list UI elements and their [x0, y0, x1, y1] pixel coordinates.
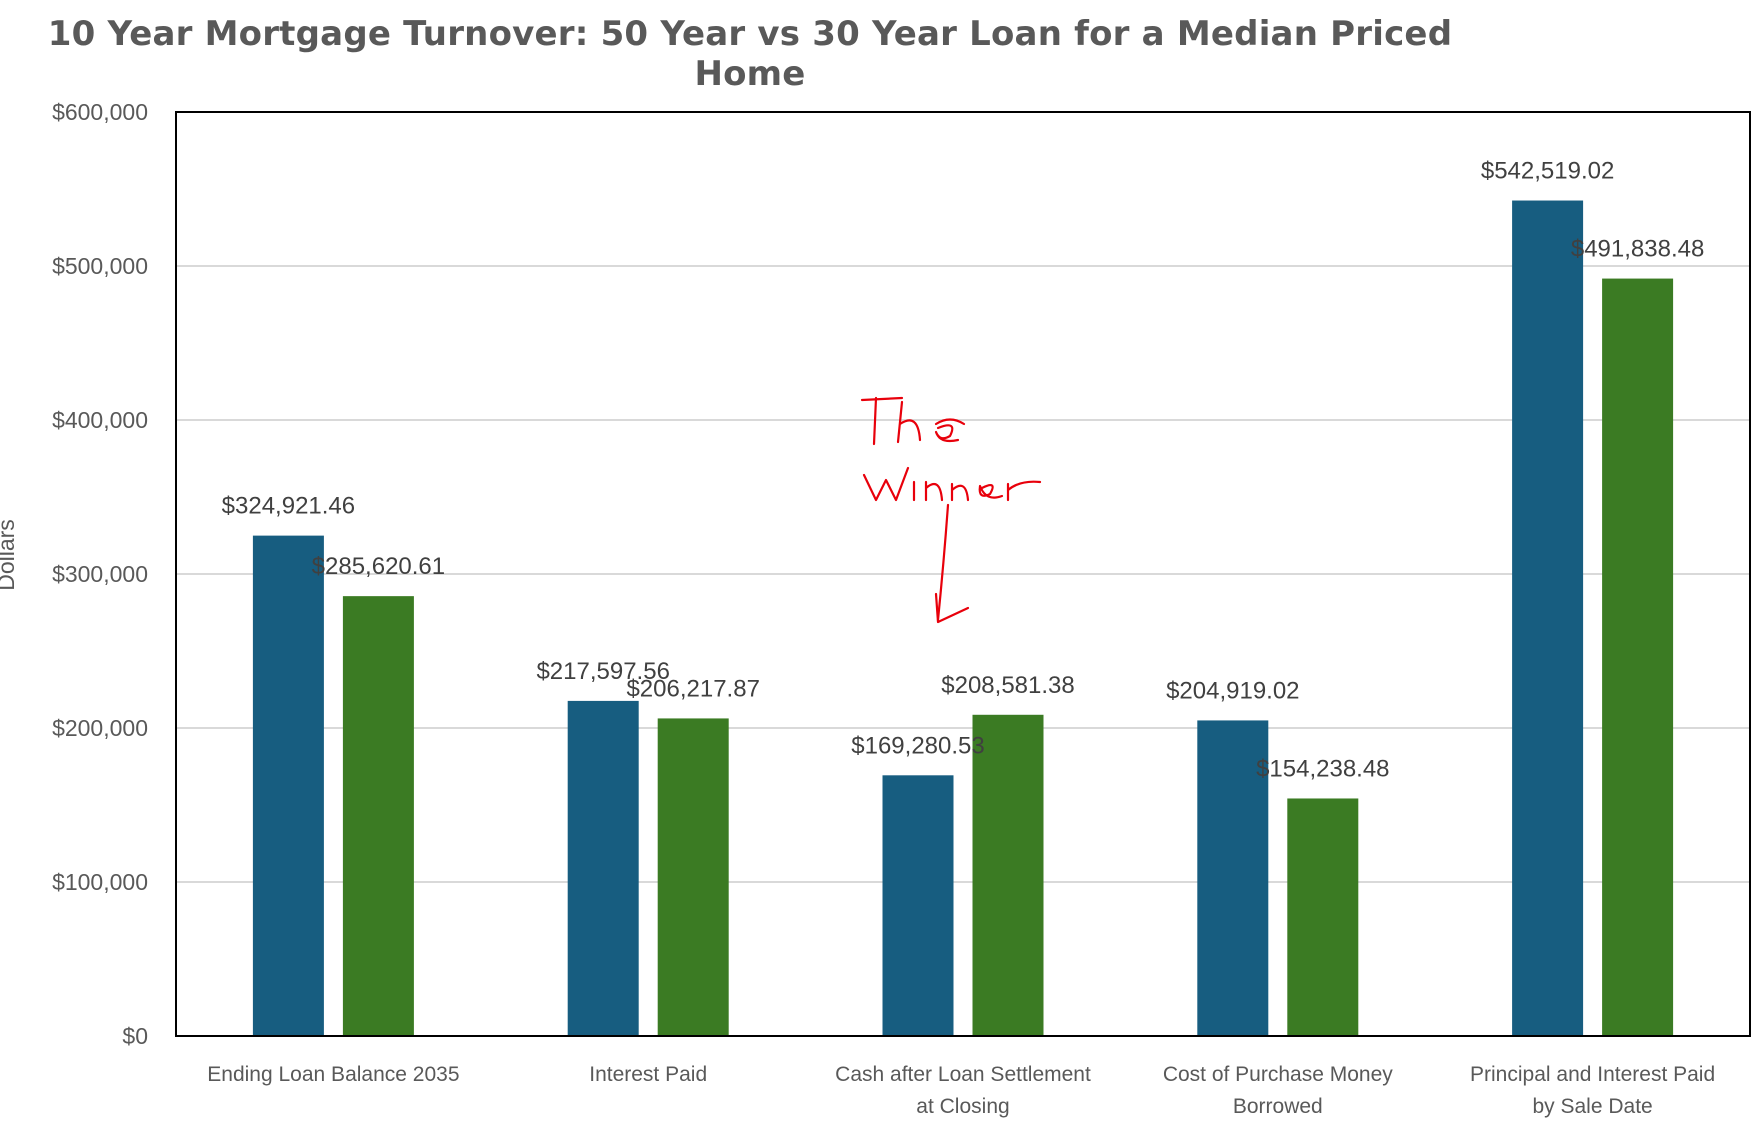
y-axis-title: Dollars	[0, 519, 19, 591]
data-label: $154,238.48	[1256, 755, 1389, 782]
handwritten-annotation-stroke	[862, 466, 910, 502]
y-tick-label: $200,000	[52, 715, 148, 741]
bar	[1287, 798, 1359, 1036]
x-axis-category-labels: Ending Loan Balance 2035 Interest Paid Cas…	[207, 1063, 1715, 1118]
data-label: $206,217.87	[626, 675, 759, 702]
y-tick-label: $400,000	[52, 407, 148, 433]
handwritten-annotation-stroke	[936, 503, 950, 622]
plot-area-border	[175, 111, 1751, 1037]
x-category-label: Cash after Loan Settlement	[835, 1063, 1091, 1086]
bar	[882, 775, 954, 1036]
y-axis-tick-labels: $0 $100,000 $200,000 $300,000 $400,000 $500,0…	[52, 99, 148, 1049]
bar	[972, 714, 1044, 1036]
gridlines	[176, 265, 1750, 883]
data-label: $285,620.61	[312, 553, 445, 580]
bar	[567, 700, 639, 1036]
x-category-label: Borrowed	[1233, 1095, 1323, 1118]
x-category-label: at Closing	[916, 1095, 1009, 1118]
bar	[1602, 278, 1674, 1036]
x-category-label: Cost of Purchase Money	[1163, 1063, 1393, 1086]
bar	[342, 596, 414, 1036]
bars	[252, 200, 1674, 1037]
x-category-label: Ending Loan Balance 2035	[207, 1063, 459, 1086]
data-label: $491,838.48	[1571, 236, 1704, 263]
data-label: $542,519.02	[1481, 158, 1614, 185]
data-labels: $324,921.46 $285,620.61 $217,597.56$206,21…	[222, 158, 1705, 783]
handwritten-annotation-stroke	[1006, 480, 1042, 502]
data-label: $217,597.56	[536, 658, 669, 685]
bar	[657, 718, 729, 1036]
bar	[1197, 720, 1269, 1036]
the-winner-annotation	[860, 396, 1042, 624]
data-label: $324,921.46	[222, 493, 355, 520]
bar	[252, 535, 324, 1036]
y-tick-label: $600,000	[52, 99, 148, 125]
x-category-label: Interest Paid	[589, 1063, 707, 1086]
handwritten-annotation-stroke	[896, 400, 922, 444]
data-label: $204,919.02	[1166, 677, 1299, 704]
x-category-label: Principal and Interest Paid	[1470, 1063, 1715, 1086]
data-label: $169,280.53	[851, 732, 984, 759]
handwritten-annotation-stroke	[950, 482, 970, 502]
handwritten-annotation-stroke	[978, 484, 1004, 499]
data-label: $208,581.38	[941, 672, 1074, 699]
y-tick-label: $500,000	[52, 253, 148, 279]
handwritten-annotation-stroke	[860, 396, 904, 402]
handwritten-annotation-stroke	[934, 592, 970, 624]
chart-title: 10 Year Mortgage Turnover: 50 Year vs 30…	[47, 14, 1453, 94]
x-category-label: by Sale Date	[1532, 1095, 1652, 1118]
y-tick-label: $300,000	[52, 561, 148, 587]
handwritten-annotation-stroke	[872, 396, 878, 446]
y-tick-label: $100,000	[52, 869, 148, 895]
bar	[1512, 200, 1584, 1037]
handwritten-annotation-stroke	[934, 418, 966, 443]
handwritten-annotation-stroke	[924, 480, 944, 502]
y-tick-label: $0	[122, 1023, 148, 1049]
